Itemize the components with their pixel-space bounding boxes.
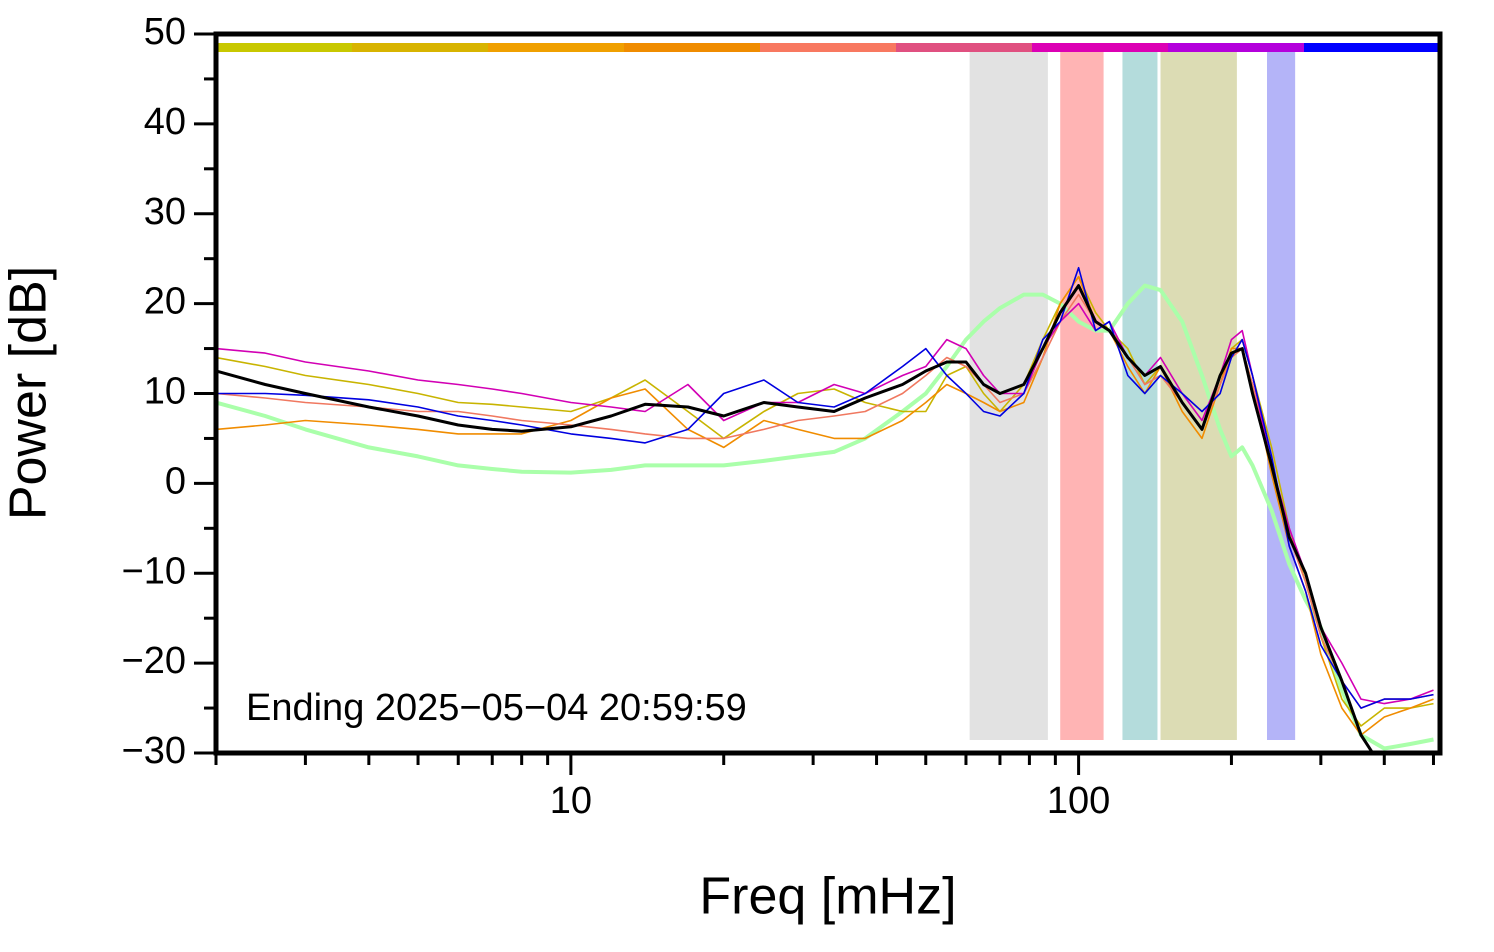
color-bar-segment xyxy=(1032,43,1168,52)
x-axis-label: Freq [mHz] xyxy=(699,868,956,926)
color-bar-segment xyxy=(352,43,488,52)
y-tick-label: −20 xyxy=(122,640,186,682)
frequency-band xyxy=(1266,52,1296,740)
axes: −30 −20 −10 0 10 20 30 40 50 10 100 xyxy=(122,11,1435,822)
color-bar-segment xyxy=(1304,43,1440,52)
y-tick-label: 10 xyxy=(144,371,186,413)
color-bar-segment xyxy=(760,43,896,52)
y-axis-label: Power [dB] xyxy=(0,266,58,520)
series-line xyxy=(216,283,1434,751)
y-tick-label: −10 xyxy=(122,550,186,592)
plot-frame xyxy=(213,31,1443,756)
y-tick-label: −30 xyxy=(122,730,186,772)
x-tick-label: 10 xyxy=(550,780,592,822)
annotation: Ending 2025−05−04 20:59:59 xyxy=(246,687,747,729)
color-bar-segment xyxy=(488,43,624,52)
frequency-band xyxy=(1060,52,1104,740)
series-line xyxy=(216,293,1434,709)
frequency-band xyxy=(1122,52,1158,740)
color-bar-segment xyxy=(896,43,1032,52)
series-line xyxy=(216,284,1375,753)
frequency-band xyxy=(1160,52,1237,740)
color-bar-segment xyxy=(624,43,760,52)
y-tick-label: 40 xyxy=(144,101,186,143)
bands xyxy=(969,52,1296,740)
frequency-band xyxy=(969,52,1048,740)
x-tick-label: 100 xyxy=(1047,780,1110,822)
color-bar-segment xyxy=(1168,43,1304,52)
y-tick-label: 30 xyxy=(144,191,186,233)
series-line xyxy=(216,266,1434,709)
series-line xyxy=(216,275,1434,736)
y-tick-label: 0 xyxy=(165,460,186,502)
lines xyxy=(216,266,1434,753)
series-line xyxy=(216,302,1434,705)
y-tick-label: 50 xyxy=(144,11,186,53)
y-tick-label: 20 xyxy=(144,281,186,323)
color-bar xyxy=(216,43,1440,52)
series-line xyxy=(216,275,1434,727)
color-bar-segment xyxy=(216,43,352,52)
